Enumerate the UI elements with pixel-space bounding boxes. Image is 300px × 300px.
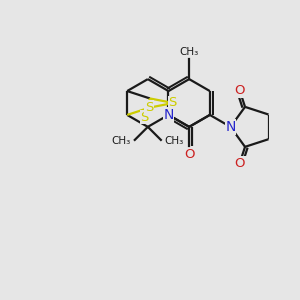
Text: S: S — [145, 101, 153, 114]
Text: S: S — [168, 97, 177, 110]
Text: CH₃: CH₃ — [112, 136, 131, 146]
Text: CH₃: CH₃ — [179, 46, 199, 56]
Text: N: N — [163, 108, 174, 122]
Text: N: N — [225, 120, 236, 134]
Text: O: O — [235, 157, 245, 170]
Text: O: O — [235, 84, 245, 97]
Text: S: S — [141, 111, 149, 124]
Text: O: O — [184, 148, 194, 161]
Text: CH₃: CH₃ — [165, 136, 184, 146]
